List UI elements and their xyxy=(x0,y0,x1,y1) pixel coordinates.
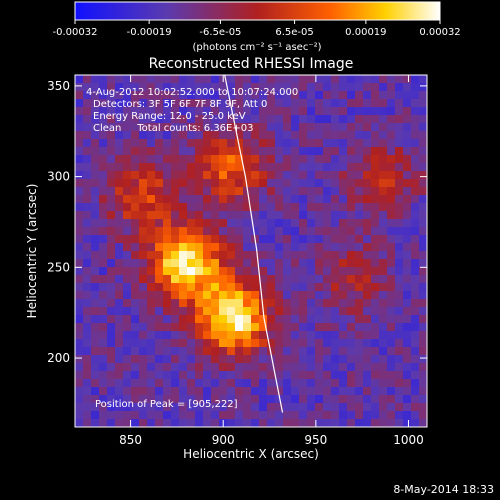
x-axis-label: Heliocentric X (arcsec) xyxy=(183,447,319,461)
x-tick-label: 900 xyxy=(212,433,235,447)
annotation-time: 4-Aug-2012 10:02:52.000 to 10:07:24.000 xyxy=(86,87,298,98)
colorbar-units: (photons cm⁻² s⁻¹ asec⁻²) xyxy=(192,42,321,53)
colorbar-tick-label: 0.00019 xyxy=(345,27,386,38)
x-tick-label: 950 xyxy=(304,433,327,447)
footer-date: 8-May-2014 18:33 xyxy=(393,483,494,496)
annotation-block: 4-Aug-2012 10:02:52.000 to 10:07:24.000 … xyxy=(86,87,298,410)
colorbar-tick-label: 0.00032 xyxy=(419,27,460,38)
colorbar-tick-label: -0.00019 xyxy=(127,27,172,38)
colorbar-tick-label: -6.5e-05 xyxy=(199,27,241,38)
annotation-detectors: Detectors: 3F 5F 6F 7F 8F 9F, Att 0 xyxy=(93,99,267,110)
x-tick-label: 1000 xyxy=(393,433,424,447)
axes: 850 900 950 1000 200 250 300 350 xyxy=(47,75,427,447)
colorbar xyxy=(74,1,441,21)
y-axis-label: Heliocentric Y (arcsec) xyxy=(25,184,39,319)
y-tick-label: 350 xyxy=(47,79,70,93)
colorbar-tick-label: 6.5e-05 xyxy=(275,27,313,38)
plot-frame xyxy=(74,74,428,428)
solar-limb-curve xyxy=(224,75,284,413)
y-tick-label: 250 xyxy=(47,260,70,274)
peak-position-label: Position of Peak = [905,222] xyxy=(95,399,238,410)
y-tick-label: 300 xyxy=(47,170,70,184)
y-tick-label: 200 xyxy=(47,351,70,365)
x-tick-label: 850 xyxy=(119,433,142,447)
colorbar-ticks: -0.00032 -0.00019 -6.5e-05 6.5e-05 0.00019 0.… xyxy=(53,20,461,38)
chart-title: Reconstructed RHESSI Image xyxy=(149,56,354,72)
annotation-energy: Energy Range: 12.0 - 25.0 keV xyxy=(93,111,246,122)
colorbar-tick-label: -0.00032 xyxy=(53,27,98,38)
annotation-clean: Clean Total counts: 6.36E+03 xyxy=(93,123,253,134)
heatmap-cells xyxy=(75,75,427,427)
